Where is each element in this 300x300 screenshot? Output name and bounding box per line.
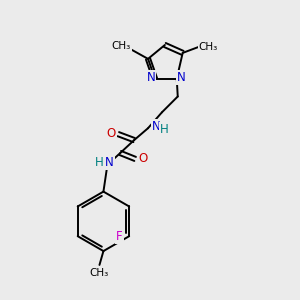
Text: CH₃: CH₃: [199, 42, 218, 52]
Text: H: H: [160, 123, 168, 136]
Text: N: N: [152, 120, 160, 133]
Text: O: O: [138, 152, 148, 165]
Text: N: N: [177, 71, 186, 84]
Text: CH₃: CH₃: [90, 268, 109, 278]
Text: F: F: [116, 230, 123, 243]
Text: O: O: [107, 127, 116, 140]
Text: H: H: [95, 156, 104, 170]
Text: N: N: [105, 156, 114, 170]
Text: N: N: [147, 71, 155, 84]
Text: CH₃: CH₃: [112, 41, 131, 51]
